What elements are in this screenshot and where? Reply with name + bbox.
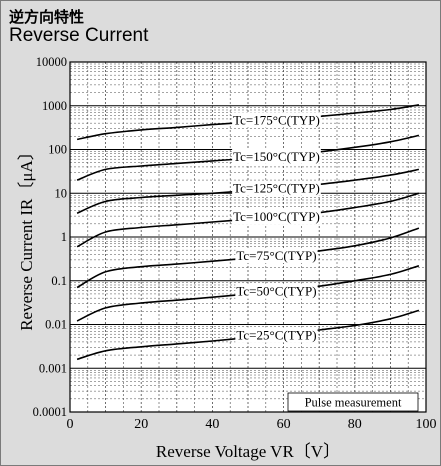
pulse-note: Pulse measurement xyxy=(287,392,419,412)
series-label: Tc=50°C(TYP) xyxy=(236,284,316,299)
y-tick-label: 1000 xyxy=(42,99,67,113)
y-axis-label: Reverse Current IR〔μA〕 xyxy=(17,143,36,331)
x-tick-label: 80 xyxy=(348,417,362,432)
series-label-bg xyxy=(232,180,321,196)
y-tick-label: 0.1 xyxy=(51,274,67,288)
y-tick-label: 1 xyxy=(61,230,67,244)
series-label-bg xyxy=(232,148,321,164)
curve-labels: Tc=175°C(TYP) Tc=150°C(TYP) Tc=125°C(TYP) T… xyxy=(232,112,321,343)
chart-title-jp: 逆方向特性 xyxy=(9,8,85,26)
y-tick-labels: 0.0001 0.001 0.01 0.1 1 10 100 1000 10000 xyxy=(33,55,67,419)
x-tick-label: 40 xyxy=(205,417,219,432)
plot-border xyxy=(69,61,427,413)
y-tick-label: 0.01 xyxy=(45,318,67,332)
pulse-note-box xyxy=(287,392,419,412)
series-label: Tc=150°C(TYP) xyxy=(233,149,320,164)
x-tick-label: 0 xyxy=(67,417,74,432)
series-label-bg xyxy=(235,248,318,264)
x-tick-label: 100 xyxy=(416,417,437,432)
series-label: Tc=125°C(TYP) xyxy=(233,181,320,196)
y-tick-label: 0.001 xyxy=(39,361,67,375)
series-label-bg xyxy=(232,209,321,225)
x-axis-label: Reverse Voltage VR〔V〕 xyxy=(156,442,340,461)
x-tick-label: 60 xyxy=(277,417,291,432)
y-tick-label: 10000 xyxy=(36,55,67,69)
chart-title: Reverse Current xyxy=(9,25,149,46)
x-tick-labels: 0 20 40 60 80 100 xyxy=(67,417,437,432)
y-tick-label: 0.0001 xyxy=(33,405,67,419)
y-tick-label: 10 xyxy=(55,186,68,200)
series-label-bg xyxy=(235,283,318,299)
series-label-bg xyxy=(232,112,321,128)
y-tick-label: 100 xyxy=(48,143,67,157)
series-label: Tc=75°C(TYP) xyxy=(236,248,316,263)
x-tick-label: 20 xyxy=(134,417,148,432)
pulse-note-text: Pulse measurement xyxy=(305,396,402,410)
grid-major xyxy=(70,62,426,412)
series-label: Tc=175°C(TYP) xyxy=(233,112,320,127)
series-label: Tc=100°C(TYP) xyxy=(233,209,320,224)
series-label: Tc=25°C(TYP) xyxy=(236,327,316,342)
series-label-bg xyxy=(235,327,318,343)
